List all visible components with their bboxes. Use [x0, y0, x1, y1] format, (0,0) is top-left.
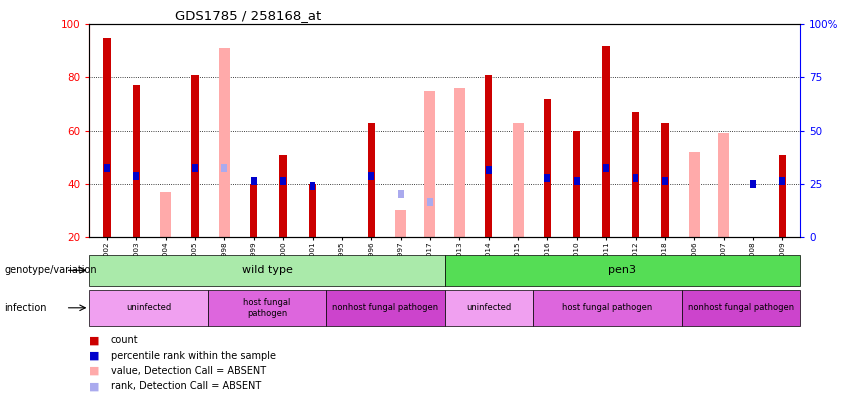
Bar: [512, 123, 523, 237]
Bar: [251, 177, 257, 185]
Text: GDS1785 / 258168_at: GDS1785 / 258168_at: [174, 9, 321, 22]
Text: uninfected: uninfected: [126, 303, 171, 312]
Bar: [219, 48, 230, 237]
Text: infection: infection: [4, 303, 47, 313]
Bar: [682, 290, 800, 326]
Bar: [104, 164, 110, 172]
Bar: [133, 85, 140, 237]
Text: count: count: [111, 335, 138, 345]
Bar: [718, 133, 729, 237]
Bar: [368, 123, 375, 237]
Bar: [160, 192, 171, 237]
Bar: [545, 175, 551, 182]
Bar: [191, 75, 199, 237]
Bar: [603, 46, 610, 237]
Text: wild type: wild type: [242, 265, 293, 275]
Bar: [632, 175, 638, 182]
Bar: [631, 112, 639, 237]
Bar: [688, 152, 700, 237]
Bar: [89, 255, 444, 286]
Text: ■: ■: [89, 366, 100, 376]
Bar: [134, 172, 140, 180]
Bar: [454, 88, 465, 237]
Bar: [573, 130, 580, 237]
Bar: [250, 184, 258, 237]
Bar: [279, 155, 287, 237]
Bar: [534, 290, 682, 326]
Bar: [395, 210, 406, 237]
Bar: [427, 198, 433, 207]
Bar: [603, 164, 609, 172]
Bar: [368, 172, 374, 180]
Bar: [192, 164, 198, 172]
Bar: [326, 290, 444, 326]
Text: percentile rank within the sample: percentile rank within the sample: [111, 351, 276, 360]
Bar: [397, 190, 403, 198]
Text: genotype/variation: genotype/variation: [4, 265, 97, 275]
Bar: [661, 123, 669, 237]
Bar: [544, 99, 551, 237]
Bar: [444, 255, 800, 286]
Bar: [425, 91, 436, 237]
Text: host fungal
pathogen: host fungal pathogen: [243, 298, 291, 318]
Bar: [309, 184, 317, 237]
Text: ■: ■: [89, 335, 100, 345]
Bar: [485, 75, 493, 237]
Bar: [103, 38, 111, 237]
Bar: [779, 155, 786, 237]
Text: uninfected: uninfected: [466, 303, 511, 312]
Bar: [574, 177, 580, 185]
Bar: [89, 290, 208, 326]
Text: value, Detection Call = ABSENT: value, Detection Call = ABSENT: [111, 366, 266, 376]
Bar: [221, 164, 227, 172]
Bar: [280, 177, 286, 185]
Text: nonhost fungal pathogen: nonhost fungal pathogen: [688, 303, 794, 312]
Text: host fungal pathogen: host fungal pathogen: [563, 303, 653, 312]
Bar: [208, 290, 326, 326]
Bar: [662, 177, 668, 185]
Bar: [780, 177, 785, 185]
Text: ■: ■: [89, 351, 100, 360]
Text: rank, Detection Call = ABSENT: rank, Detection Call = ABSENT: [111, 382, 261, 391]
Text: ■: ■: [89, 382, 100, 391]
Bar: [486, 166, 492, 175]
Bar: [444, 290, 534, 326]
Bar: [750, 180, 756, 188]
Bar: [310, 182, 316, 190]
Text: nonhost fungal pathogen: nonhost fungal pathogen: [333, 303, 438, 312]
Text: pen3: pen3: [608, 265, 637, 275]
